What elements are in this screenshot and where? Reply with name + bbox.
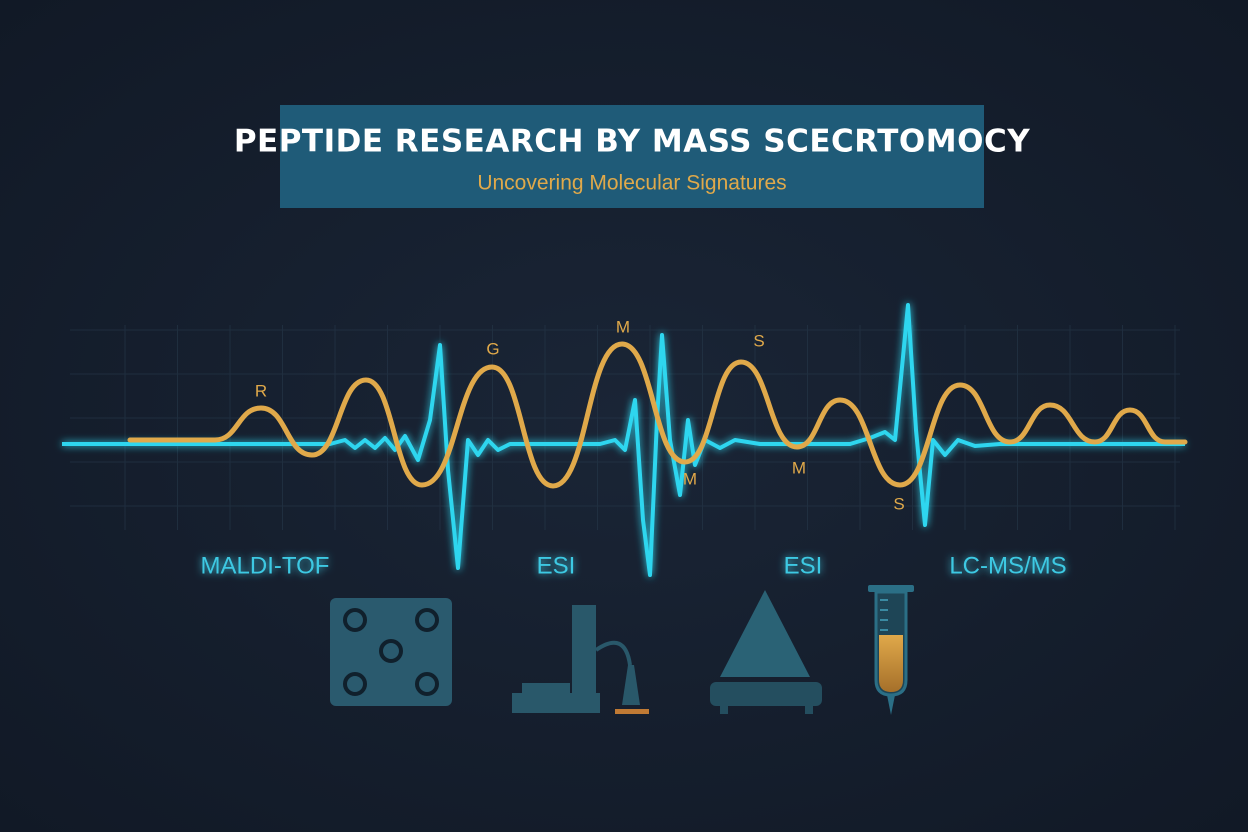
peak-label: M <box>616 317 630 336</box>
maldi-plate-icon <box>330 598 452 706</box>
peak-label: G <box>486 339 499 358</box>
esi-cone-icon <box>710 590 822 714</box>
peak-label: S <box>753 331 764 350</box>
peak-label: M <box>683 469 697 488</box>
technique-label: ESI <box>537 552 576 579</box>
peak-label: M <box>792 458 806 477</box>
peak-label: S <box>893 494 904 513</box>
spectrum-trace <box>62 303 1185 577</box>
technique-label: LC-MS/MS <box>949 552 1066 579</box>
title: PEPTIDE RESEARCH BY MASS SCECRTOMOCY <box>234 124 1030 160</box>
grid <box>70 325 1180 530</box>
esi-source-icon <box>512 605 649 714</box>
peak-label: R <box>255 381 267 400</box>
vial-icon <box>868 585 914 715</box>
title-banner <box>280 105 984 208</box>
technique-label: ESI <box>784 552 823 579</box>
subtitle: Uncovering Molecular Signatures <box>477 172 786 195</box>
technique-label: MALDI-TOF <box>201 552 330 579</box>
peptide-wave <box>127 341 1188 489</box>
